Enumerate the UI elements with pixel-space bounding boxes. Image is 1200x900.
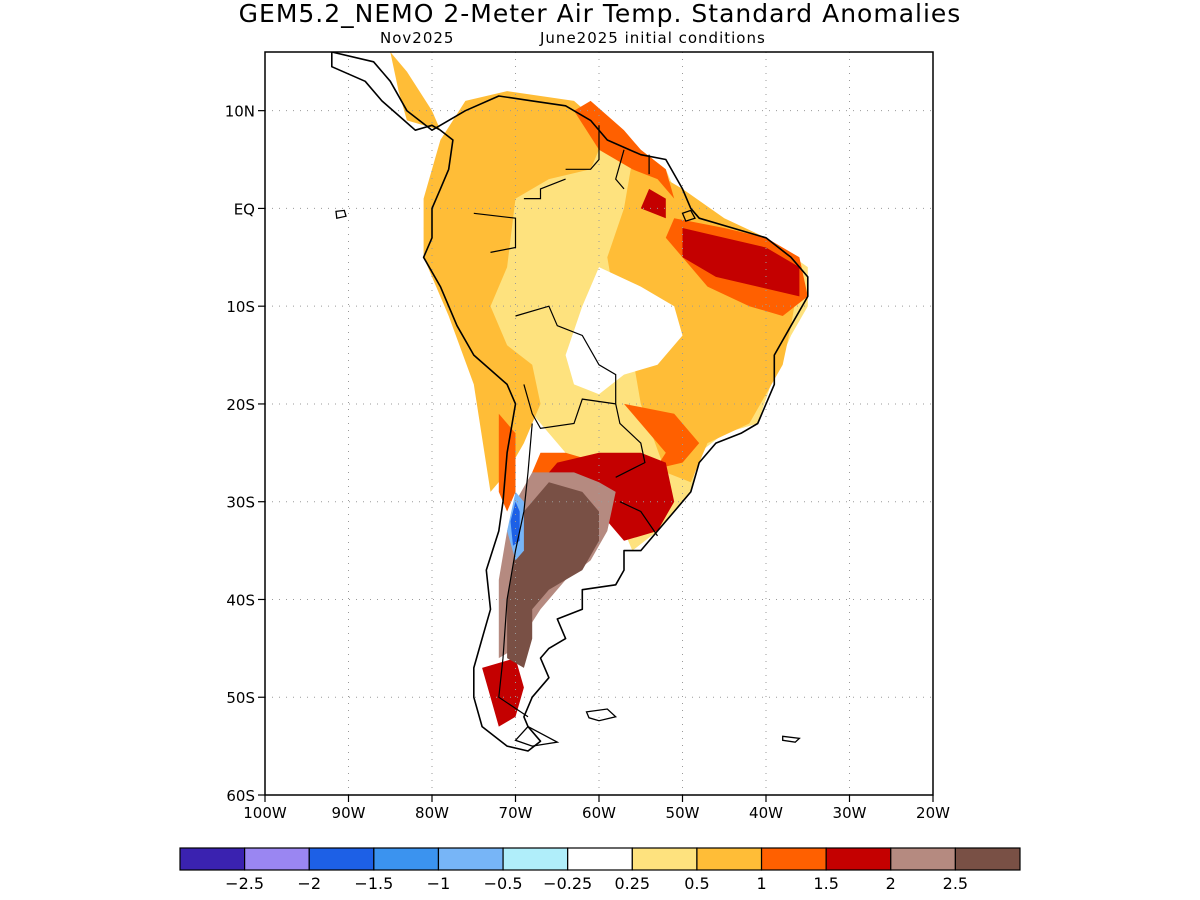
country-border-0 <box>473 212 517 253</box>
country-border-1 <box>523 178 566 200</box>
colorbar-label-7: 0.5 <box>684 874 709 893</box>
lon-tick-label-8: 20W <box>916 804 950 822</box>
lon-tick-label-4: 60W <box>582 804 616 822</box>
colorbar-label-11: 2.5 <box>943 874 968 893</box>
colorbar-swatch-9 <box>760 847 827 871</box>
anomaly-region-1 <box>423 91 608 492</box>
lon-tick-label-6: 40W <box>749 804 783 822</box>
initial-conditions: June2025 initial conditions <box>540 29 766 47</box>
colorbar-swatch-12 <box>954 847 1021 871</box>
anomaly-region-10 <box>482 658 524 727</box>
colorbar-label-10: 2 <box>886 874 896 893</box>
lat-tick-label-4: 30S <box>226 494 255 512</box>
anomaly-region-8 <box>682 228 800 297</box>
lat-tick-label-5: 40S <box>226 591 255 609</box>
colorbar-swatch-0 <box>179 847 246 871</box>
colorbar-swatch-3 <box>373 847 440 871</box>
island-4 <box>681 209 696 222</box>
lat-tick-label-6: 50S <box>226 689 255 707</box>
island-0 <box>335 209 347 219</box>
lon-tick-label-5: 50W <box>666 804 700 822</box>
colorbar-label-9: 1.5 <box>813 874 838 893</box>
island-1 <box>585 708 618 722</box>
country-border-8 <box>498 423 533 718</box>
colorbar-swatch-1 <box>244 847 310 871</box>
country-border-9 <box>619 501 658 537</box>
lat-tick-label-0: 10N <box>225 103 255 121</box>
colorbar: −2.5 −2 −1.5 −1 −0.5 −0.25 0.25 0.5 1 1.5 2 2.5 <box>179 847 1021 893</box>
colorbar-label-5: −0.25 <box>543 874 592 893</box>
country-border-3 <box>615 149 625 190</box>
country-border-2 <box>565 125 600 170</box>
lon-tick-label-7: 30W <box>833 804 867 822</box>
country-border-7 <box>615 403 646 478</box>
lon-tick-label-2: 80W <box>415 804 449 822</box>
colorbar-swatch-11 <box>890 847 956 871</box>
colorbar-label-6: 0.25 <box>614 874 650 893</box>
forecast-month: Nov2025 <box>380 29 455 47</box>
country-border-5 <box>515 305 617 404</box>
colorbar-swatch-8 <box>696 847 763 871</box>
lon-tick-label-0: 100W <box>243 804 287 822</box>
lat-tick-label-3: 20S <box>226 396 255 414</box>
colorbar-swatch-7 <box>631 847 698 871</box>
anomaly-region-11 <box>640 188 666 219</box>
colorbar-label-1: −2 <box>297 874 321 893</box>
lon-tick-label-3: 70W <box>499 804 533 822</box>
coastlines <box>330 52 809 752</box>
colorbar-label-8: 1 <box>756 874 766 893</box>
colorbar-swatch-5 <box>502 847 569 871</box>
colorbar-swatch-2 <box>308 847 375 871</box>
colorbar-swatch-6 <box>567 847 633 871</box>
map-title: GEM5.2_NEMO 2-Meter Air Temp. Standard A… <box>238 0 962 28</box>
anomaly-region-3 <box>390 52 441 131</box>
colorbar-swatch-4 <box>437 847 504 871</box>
anomaly-region-7 <box>498 413 516 512</box>
colorbar-swatch-10 <box>825 847 892 871</box>
anomaly-region-13 <box>507 482 599 668</box>
anomaly-fills <box>390 52 808 727</box>
lat-tick-label-2: 10S <box>226 298 255 316</box>
colorbar-label-0: −2.5 <box>225 874 264 893</box>
island-3 <box>514 725 560 747</box>
lat-tick-label-7: 60S <box>226 787 255 805</box>
lat-tick-label-1: EQ <box>234 200 255 218</box>
coastline <box>330 52 809 752</box>
anomaly-region-16 <box>510 501 520 546</box>
island-2 <box>782 735 801 743</box>
gridlines <box>265 52 933 795</box>
colorbar-label-2: −1.5 <box>354 874 393 893</box>
anomaly-region-14 <box>565 267 683 395</box>
country-border-6 <box>523 384 616 430</box>
colorbar-label-4: −0.5 <box>484 874 523 893</box>
lon-tick-label-1: 90W <box>332 804 366 822</box>
colorbar-label-3: −1 <box>427 874 451 893</box>
